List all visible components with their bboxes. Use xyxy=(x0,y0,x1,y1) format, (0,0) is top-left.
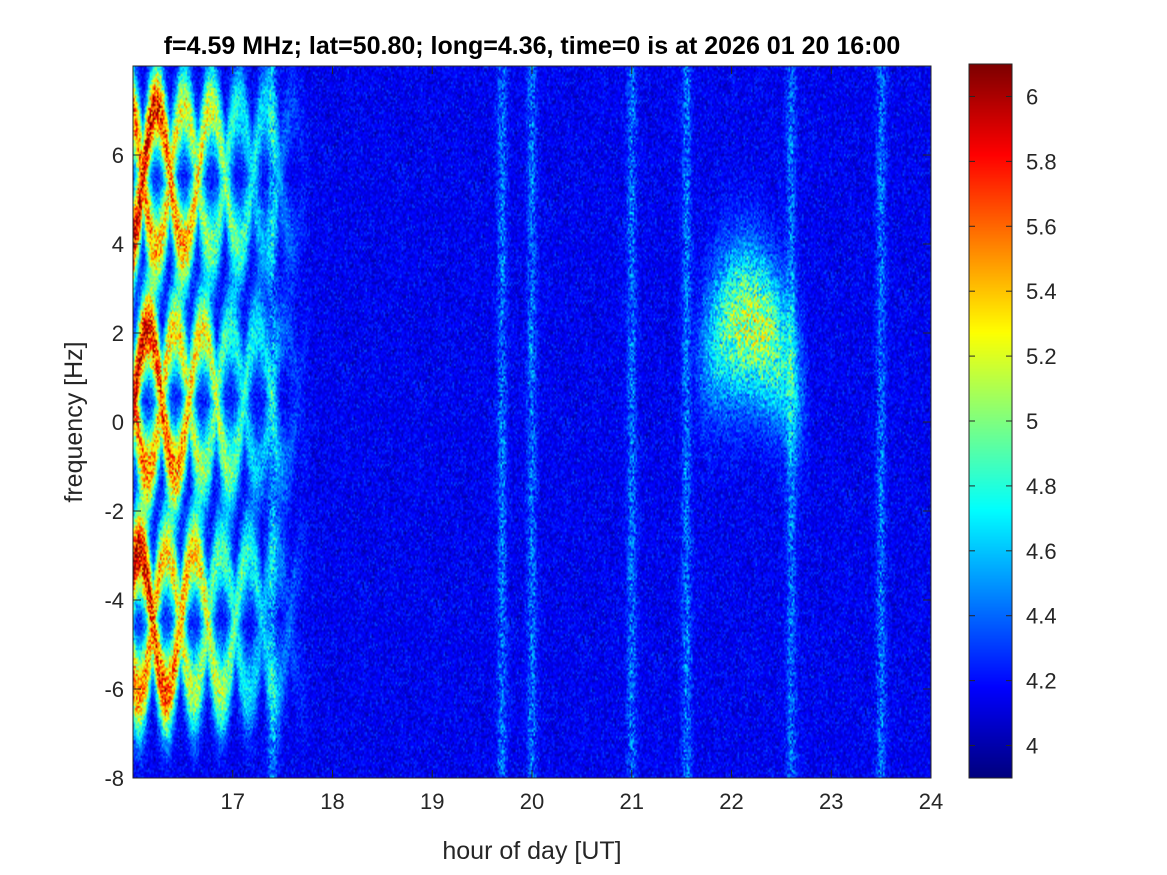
y-tick-label: 2 xyxy=(112,321,124,346)
x-tick-label: 17 xyxy=(221,789,245,814)
colorbar-tick-label: 4.2 xyxy=(1026,669,1057,694)
x-tick-label: 19 xyxy=(420,789,444,814)
colorbar-tick-label: 4.6 xyxy=(1026,539,1057,564)
colorbar: 4 4.2 4.4 4.6 4.8 5 5.2 5.4 5.6 5.8 6 xyxy=(968,63,1057,779)
x-tick-label: 18 xyxy=(320,789,344,814)
colorbar-tick-label: 5.6 xyxy=(1026,214,1057,239)
colorbar-image xyxy=(969,64,1012,778)
colorbar-tick-label: 5.8 xyxy=(1026,149,1057,174)
chart-title: f=4.59 MHz; lat=50.80; long=4.36, time=0… xyxy=(164,32,901,60)
heatmap-area xyxy=(133,66,931,778)
colorbar-tick-label: 4.8 xyxy=(1026,474,1057,499)
x-tick-label: 22 xyxy=(719,789,743,814)
x-tick-label: 24 xyxy=(919,789,943,814)
y-tick-label: 6 xyxy=(112,143,124,168)
colorbar-tick-label: 4.4 xyxy=(1026,604,1057,629)
heatmap-image xyxy=(133,66,931,778)
y-axis-ticks: -8 -6 -4 -2 0 2 4 6 xyxy=(104,143,931,791)
colorbar-tick-label: 5.4 xyxy=(1026,279,1057,304)
colorbar-tick-label: 5 xyxy=(1026,409,1038,434)
y-tick-label: -4 xyxy=(104,588,124,613)
colorbar-tick-label: 4 xyxy=(1026,734,1038,759)
y-tick-label: -8 xyxy=(104,766,124,791)
x-axis-label: hour of day [UT] xyxy=(442,837,621,865)
y-tick-label: -2 xyxy=(104,499,124,524)
x-axis-ticks: 17 18 19 20 21 22 23 24 xyxy=(221,66,943,814)
colorbar-tick-label: 6 xyxy=(1026,84,1038,109)
colorbar-ticks: 4 4.2 4.4 4.6 4.8 5 5.2 5.4 5.6 5.8 6 xyxy=(969,84,1057,759)
x-tick-label: 20 xyxy=(520,789,544,814)
colorbar-tick-label: 5.2 xyxy=(1026,344,1057,369)
y-tick-label: 4 xyxy=(112,232,124,257)
y-tick-label: -6 xyxy=(104,677,124,702)
x-tick-label: 23 xyxy=(819,789,843,814)
y-tick-label: 0 xyxy=(112,410,124,435)
y-axis-label: frequency [Hz] xyxy=(60,341,88,502)
x-tick-label: 21 xyxy=(620,789,644,814)
